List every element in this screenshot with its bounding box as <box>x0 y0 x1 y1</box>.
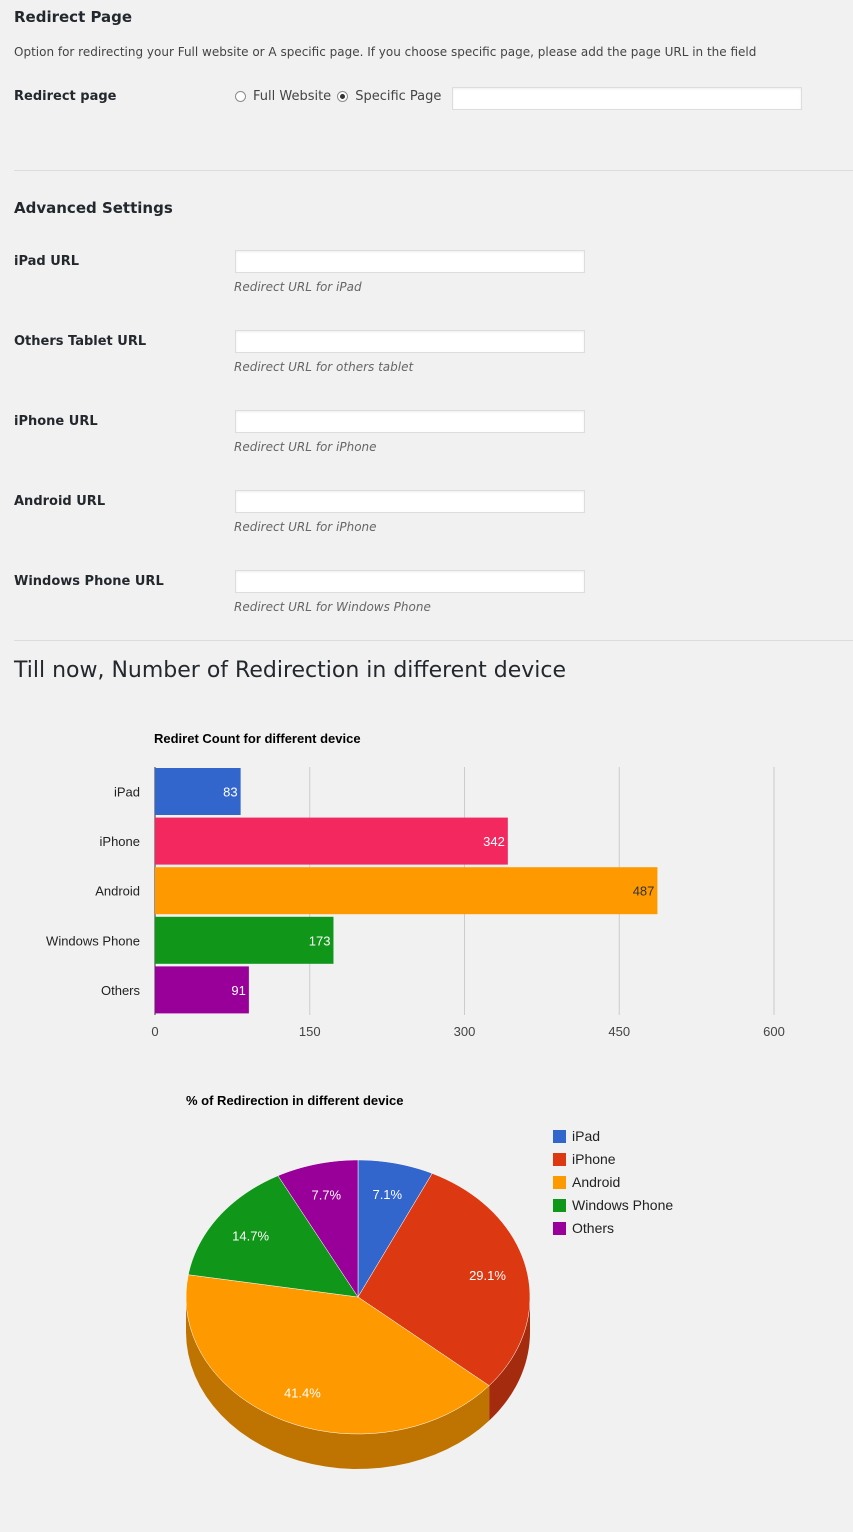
legend-swatch <box>553 1130 566 1143</box>
bar-value-label: 487 <box>633 884 655 899</box>
bar-category-label: iPad <box>114 785 140 800</box>
legend-swatch <box>553 1153 566 1166</box>
pie-slice-iphone <box>357 1173 531 1386</box>
pie-value-label: 29.1% <box>469 1268 506 1283</box>
bar-x-tick-label: 450 <box>608 1024 630 1039</box>
others-tablet-url-help: Redirect URL for others tablet <box>234 360 414 374</box>
bar-value-label: 173 <box>309 933 331 948</box>
stats-title: Till now, Number of Redirection in diffe… <box>14 658 567 683</box>
bar-x-tick-label: 0 <box>151 1024 158 1039</box>
ipad-url-help: Redirect URL for iPad <box>234 280 362 294</box>
others-tablet-url-input[interactable] <box>235 330 585 353</box>
bar-chart-title: Rediret Count for different device <box>154 731 361 746</box>
legend-label: Others <box>572 1220 614 1236</box>
android-url-label: Android URL <box>14 494 106 509</box>
pie-chart: % of Redirection in different device 7.1… <box>185 1093 673 1469</box>
pie-value-label: 41.4% <box>284 1386 321 1401</box>
legend-swatch <box>553 1176 566 1189</box>
iphone-url-input[interactable] <box>235 410 585 433</box>
bar-category-label: Android <box>95 884 140 899</box>
redirect-section-title: Redirect Page <box>14 8 133 26</box>
iphone-url-label: iPhone URL <box>14 414 98 429</box>
legend-label: Windows Phone <box>572 1197 673 1213</box>
android-url-help: Redirect URL for iPhone <box>234 520 377 534</box>
legend-swatch <box>553 1199 566 1212</box>
specific-page-url-input[interactable] <box>452 87 802 110</box>
bar-iphone <box>155 817 508 865</box>
others-tablet-url-label: Others Tablet URL <box>14 334 147 349</box>
advanced-section-title: Advanced Settings <box>14 199 173 217</box>
specific-page-label: Specific Page <box>355 89 442 104</box>
section-divider-2 <box>14 640 853 641</box>
bar-x-tick-label: 300 <box>454 1024 476 1039</box>
bar-value-label: 83 <box>223 785 237 800</box>
pie-slice-windows-phone <box>187 1175 359 1298</box>
bar-x-tick-label: 150 <box>299 1024 321 1039</box>
pie-chart-legend: iPad iPhone Android Windows Phone Others <box>553 1128 673 1236</box>
bar-chart-tick-labels: 0 150 300 450 600 <box>151 1024 784 1039</box>
pie-slice-android <box>185 1274 490 1435</box>
bar-chart-category-labels: iPad iPhone Android Windows Phone Others <box>46 785 140 998</box>
pie-chart-depth <box>186 1297 530 1469</box>
bar-category-label: Others <box>101 983 141 998</box>
redirect-section-description: Option for redirecting your Full website… <box>14 45 757 59</box>
pie-chart-labels: 7.1% 29.1% 41.4% 14.7% 7.7% <box>232 1187 506 1401</box>
pie-chart-title: % of Redirection in different device <box>186 1093 403 1108</box>
bar-value-label: 342 <box>483 834 505 849</box>
legend-label: iPhone <box>572 1151 616 1167</box>
windows-phone-url-help: Redirect URL for Windows Phone <box>234 600 431 614</box>
pie-chart-slices <box>185 1159 531 1435</box>
bar-chart-bars: 83 342 487 173 91 <box>155 768 658 1014</box>
bar-android <box>155 867 658 915</box>
redirect-page-options: Full Website Specific Page <box>235 89 441 104</box>
iphone-url-help: Redirect URL for iPhone <box>234 440 377 454</box>
bar-category-label: Windows Phone <box>46 933 140 948</box>
bar-x-tick-label: 600 <box>763 1024 785 1039</box>
ipad-url-input[interactable] <box>235 250 585 273</box>
full-website-radio[interactable] <box>235 91 246 102</box>
bar-windows-phone <box>155 916 334 964</box>
pie-side-android <box>186 1297 490 1469</box>
pie-value-label: 7.1% <box>372 1187 402 1202</box>
android-url-input[interactable] <box>235 490 585 513</box>
ipad-url-label: iPad URL <box>14 254 80 269</box>
windows-phone-url-input[interactable] <box>235 570 585 593</box>
legend-label: iPad <box>572 1128 600 1144</box>
legend-label: Android <box>572 1174 620 1190</box>
bar-category-label: iPhone <box>100 834 140 849</box>
pie-slice-ipad <box>357 1159 433 1298</box>
pie-value-label: 7.7% <box>311 1188 341 1203</box>
pie-slice-others <box>277 1159 359 1298</box>
bar-ipad <box>155 768 241 815</box>
section-divider <box>14 170 853 171</box>
specific-page-radio[interactable] <box>337 91 349 102</box>
bar-chart: Rediret Count for different device 83 342… <box>46 731 785 1039</box>
redirect-page-label: Redirect page <box>14 89 117 104</box>
bar-value-label: 91 <box>231 983 245 998</box>
bar-others <box>155 966 249 1014</box>
legend-swatch <box>553 1222 566 1235</box>
full-website-label: Full Website <box>253 89 332 104</box>
windows-phone-url-label: Windows Phone URL <box>14 574 164 589</box>
pie-value-label: 14.7% <box>232 1228 269 1243</box>
pie-side-iphone <box>489 1297 530 1421</box>
